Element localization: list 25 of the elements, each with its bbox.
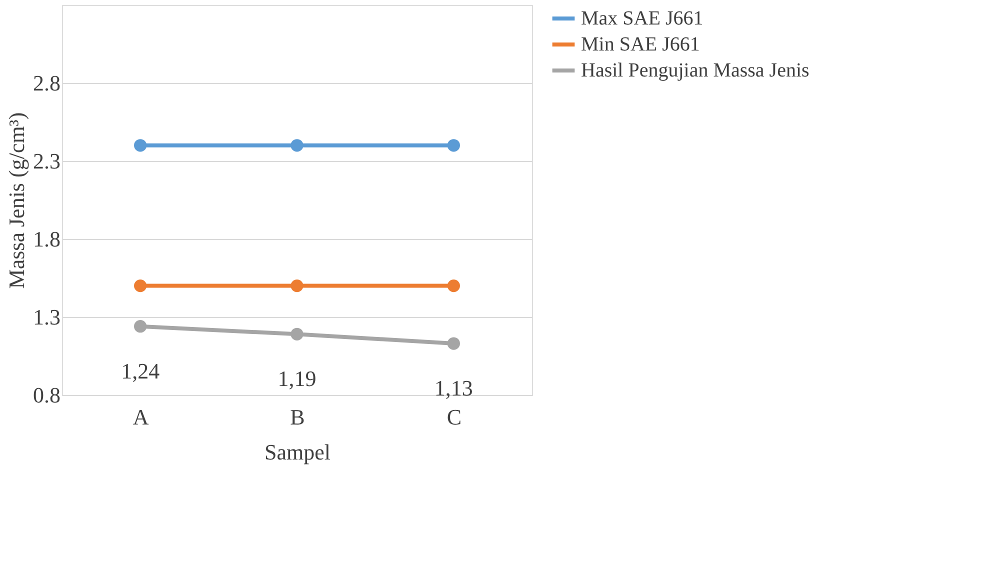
point	[134, 139, 147, 152]
data-label: 1,19	[278, 366, 316, 392]
point	[134, 320, 147, 333]
point	[134, 279, 147, 292]
x-tick-label: C	[446, 404, 462, 430]
legend-label: Hasil Pengujian Massa Jenis	[581, 60, 810, 82]
point	[447, 139, 460, 152]
legend-label: Min SAE J661	[581, 34, 700, 56]
y-tick-label: 2.3	[33, 148, 60, 174]
y-tick-label: 1.3	[33, 304, 60, 330]
y-axis-title: Massa Jenis (g/cm³)	[4, 112, 29, 289]
data-label: 1,24	[121, 358, 160, 384]
point	[447, 279, 460, 292]
x-tick-label: B	[290, 404, 305, 430]
point	[290, 328, 304, 340]
point	[290, 279, 304, 292]
y-tick-label: 1.8	[33, 226, 60, 252]
x-axis-title: Sampel	[264, 440, 330, 464]
y-tick-label: 0.8	[33, 382, 60, 408]
data-label: 1,13	[434, 376, 473, 401]
y-tick-label: 2.8	[33, 70, 60, 96]
x-tick-label: A	[132, 404, 149, 430]
point	[447, 337, 460, 350]
point	[290, 139, 304, 152]
legend-label: Max SAE J661	[581, 8, 704, 30]
